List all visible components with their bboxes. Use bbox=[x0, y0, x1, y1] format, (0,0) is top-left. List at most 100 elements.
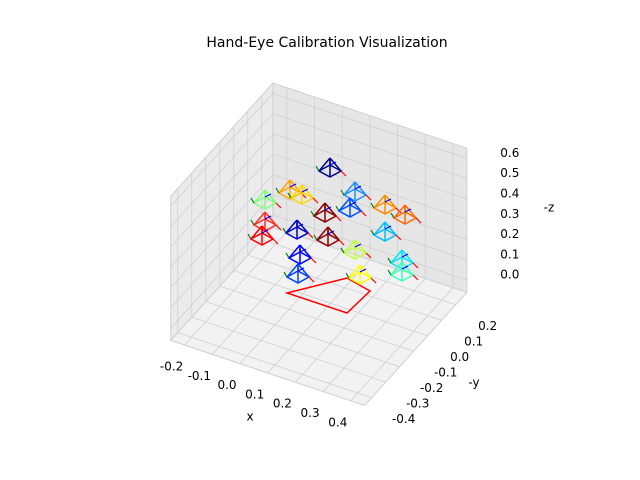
camera-axis-x bbox=[335, 215, 342, 222]
tick-label: 0.3 bbox=[500, 207, 519, 221]
camera-axis-y bbox=[390, 212, 395, 219]
camera-axis-y bbox=[345, 272, 350, 279]
camera-edge bbox=[343, 181, 356, 196]
camera-edge bbox=[253, 189, 266, 204]
camera-edge bbox=[349, 197, 362, 212]
grid-line bbox=[170, 153, 274, 268]
tick-label: -0.4 bbox=[392, 412, 415, 426]
camera-axis-y bbox=[370, 202, 375, 209]
camera-axis-y bbox=[387, 257, 392, 264]
tick-label: 0.3 bbox=[301, 406, 320, 420]
camera-axis-y bbox=[247, 233, 252, 240]
grid-line bbox=[247, 254, 442, 321]
tick-label: -0.1 bbox=[188, 369, 211, 383]
grid-line bbox=[170, 133, 274, 248]
grid-line bbox=[184, 231, 288, 346]
camera-axis-z bbox=[299, 248, 307, 253]
camera-edge bbox=[354, 181, 367, 196]
camera-axis-y bbox=[285, 252, 290, 259]
camera-axis-y bbox=[340, 247, 345, 254]
camera-axis-z bbox=[349, 201, 357, 206]
camera-axis-y bbox=[313, 234, 318, 241]
camera-edge bbox=[401, 249, 414, 264]
camera-axis-z bbox=[401, 265, 409, 270]
camera-edge bbox=[384, 194, 397, 209]
camera-axis-z bbox=[384, 198, 392, 203]
camera-edge bbox=[404, 204, 417, 219]
chart-title: Hand-Eye Calibration Visualization bbox=[206, 35, 447, 51]
camera-axis-z bbox=[384, 225, 392, 230]
camera-axis-y bbox=[340, 189, 345, 196]
camera-edge bbox=[299, 244, 312, 259]
grid-line bbox=[322, 278, 426, 392]
tick-label: 0.4 bbox=[328, 415, 347, 429]
tick-label: 0.1 bbox=[500, 247, 519, 261]
camera-edge bbox=[250, 225, 263, 240]
camera-axis-x bbox=[412, 274, 419, 281]
camera-axis-x bbox=[307, 232, 314, 239]
camera-axis-x bbox=[412, 262, 419, 269]
tick-label: 0.4 bbox=[500, 186, 519, 200]
camera-axis-z bbox=[354, 243, 362, 248]
camera-edge bbox=[264, 189, 277, 204]
grid-line bbox=[170, 194, 274, 309]
camera-edge bbox=[359, 264, 372, 279]
camera-axis-y bbox=[282, 227, 287, 234]
camera-axis-x bbox=[395, 234, 402, 241]
cameras bbox=[247, 157, 422, 285]
camera-edge bbox=[264, 211, 277, 226]
grid-line bbox=[219, 285, 414, 352]
camera-edge bbox=[343, 239, 356, 254]
tick-label: -0.2 bbox=[420, 381, 443, 395]
camera-edge bbox=[390, 261, 403, 276]
camera-axis-y bbox=[250, 219, 255, 226]
camera-edge bbox=[329, 157, 342, 172]
camera-axis-y bbox=[275, 187, 280, 194]
camera-edge bbox=[261, 225, 274, 240]
camera-axis-x bbox=[272, 238, 279, 245]
grid-line bbox=[233, 270, 428, 337]
camera-axis-y bbox=[335, 205, 340, 212]
tick-label: 0.2 bbox=[273, 397, 292, 411]
camera-edge bbox=[290, 184, 303, 199]
camera-axis-z bbox=[327, 230, 335, 235]
camera-axis-z bbox=[324, 206, 332, 211]
camera-edge bbox=[278, 179, 291, 194]
camera-axis-z bbox=[296, 223, 304, 228]
grid-line bbox=[191, 316, 386, 383]
panes bbox=[169, 81, 468, 407]
camera-axis-x bbox=[360, 210, 367, 217]
tick-label: 0.2 bbox=[500, 227, 519, 241]
camera-edge bbox=[348, 264, 361, 279]
tick-label: 0.1 bbox=[245, 387, 264, 401]
grid bbox=[170, 87, 467, 402]
camera-axis-x bbox=[395, 207, 402, 214]
tick-label: 0.6 bbox=[500, 146, 519, 160]
camera-axis-x bbox=[338, 239, 345, 246]
tick-label: 0.1 bbox=[464, 335, 483, 349]
camera-axis-y bbox=[287, 192, 292, 199]
camera-axis-z bbox=[404, 208, 412, 213]
camera-axis-x bbox=[340, 170, 347, 177]
camera-axis-z bbox=[289, 183, 297, 188]
tick-label: 0.5 bbox=[500, 166, 519, 180]
camera-axis-z bbox=[297, 267, 305, 272]
camera-axis-z bbox=[401, 253, 409, 258]
grid-line bbox=[267, 259, 371, 374]
camera-edge bbox=[253, 211, 266, 226]
camera-axis-x bbox=[275, 202, 282, 209]
y-axis-label: -y bbox=[468, 376, 479, 390]
camera-edge bbox=[401, 261, 414, 276]
camera-edge bbox=[288, 244, 301, 259]
grid-line bbox=[295, 268, 398, 383]
grid-line bbox=[170, 174, 274, 288]
camera-edge bbox=[373, 221, 386, 236]
camera-axis-y bbox=[283, 271, 288, 278]
grid-line bbox=[272, 133, 467, 200]
camera-edge bbox=[318, 157, 331, 172]
grid-line bbox=[205, 301, 400, 368]
camera-axis-x bbox=[415, 217, 422, 224]
grid-line bbox=[350, 287, 454, 402]
labels: -0.2-0.10.00.10.20.30.40.20.10.0-0.1-0.2… bbox=[160, 146, 520, 429]
grid-line bbox=[272, 174, 467, 240]
